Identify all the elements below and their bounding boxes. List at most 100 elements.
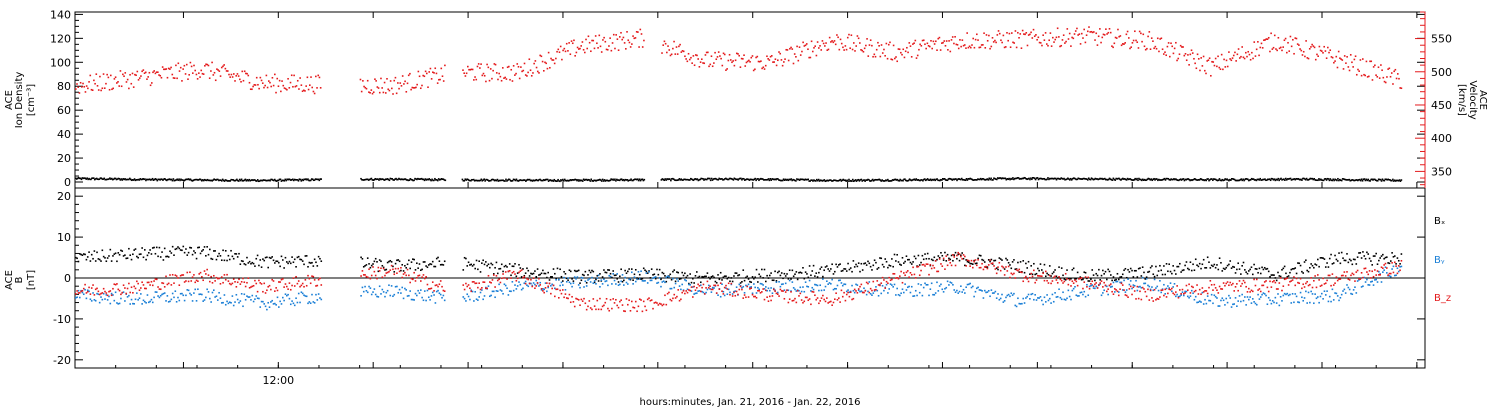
bz-point <box>708 287 710 289</box>
bz-point <box>699 285 701 287</box>
by-point <box>120 298 122 300</box>
velocity-point <box>607 49 609 51</box>
bz-point <box>148 282 150 284</box>
by-point <box>1249 296 1251 298</box>
by-point <box>1346 284 1348 286</box>
bx-point <box>301 259 303 261</box>
density-point <box>1377 180 1379 182</box>
by-point <box>566 281 568 283</box>
by-point <box>591 277 593 279</box>
bx-point <box>1236 269 1238 271</box>
bx-point <box>1207 256 1209 258</box>
by-point <box>518 281 520 283</box>
velocity-point <box>1278 37 1280 39</box>
bx-point <box>1300 265 1302 267</box>
velocity-point <box>911 56 913 58</box>
bx-point <box>886 261 888 263</box>
velocity-point <box>1094 39 1096 41</box>
bz-point <box>631 301 633 303</box>
velocity-point <box>935 40 937 42</box>
bz-point <box>652 308 654 310</box>
bx-point <box>1123 269 1125 271</box>
by-point <box>940 284 942 286</box>
by-point <box>212 292 214 294</box>
bx-point <box>672 271 674 273</box>
velocity-point <box>309 84 311 86</box>
bx-point <box>700 281 702 283</box>
bx-point <box>778 271 780 273</box>
velocity-point <box>724 54 726 56</box>
velocity-point <box>106 74 108 76</box>
velocity-point <box>773 61 775 63</box>
velocity-point <box>1093 31 1095 33</box>
bx-point <box>1122 274 1124 276</box>
bz-point <box>466 286 468 288</box>
bz-point <box>596 300 598 302</box>
velocity-point <box>570 53 572 55</box>
velocity-point <box>919 44 921 46</box>
by-point <box>1228 295 1230 297</box>
by-point <box>237 299 239 301</box>
bx-point <box>760 276 762 278</box>
bz-point <box>370 278 372 280</box>
bx-point <box>263 260 265 262</box>
velocity-point <box>1372 79 1374 81</box>
bx-point <box>516 275 518 277</box>
by-point <box>963 289 965 291</box>
velocity-point <box>1126 34 1128 36</box>
bx-point <box>443 264 445 266</box>
velocity-point <box>1013 42 1015 44</box>
velocity-point <box>945 45 947 47</box>
by-point <box>593 282 595 284</box>
velocity-point <box>133 86 135 88</box>
bx-point <box>861 263 863 265</box>
by-point <box>194 289 196 291</box>
density-point <box>840 179 842 181</box>
velocity-point <box>819 45 821 47</box>
velocity-point <box>1053 41 1055 43</box>
bx-point <box>842 270 844 272</box>
by-point <box>703 292 705 294</box>
by-point <box>360 295 362 297</box>
velocity-point <box>814 45 816 47</box>
velocity-point <box>1350 54 1352 56</box>
velocity-point <box>1079 33 1081 35</box>
velocity-point <box>496 72 498 74</box>
by-point <box>1336 293 1338 295</box>
by-point <box>427 290 429 292</box>
bx-point <box>904 261 906 263</box>
bz-point <box>91 287 93 289</box>
by-point <box>396 286 398 288</box>
velocity-point <box>1245 52 1247 54</box>
velocity-point <box>584 52 586 54</box>
bx-point <box>1237 262 1239 264</box>
bx-point <box>685 277 687 279</box>
velocity-point <box>947 49 949 51</box>
by-point <box>1195 296 1197 298</box>
bx-point <box>1115 279 1117 281</box>
bz-point <box>204 270 206 272</box>
density-point <box>1336 180 1338 182</box>
velocity-point <box>1215 58 1217 60</box>
velocity-point <box>130 83 132 85</box>
velocity-point <box>934 43 936 45</box>
bz-point <box>539 284 541 286</box>
bz-point <box>697 284 699 286</box>
velocity-point <box>901 54 903 56</box>
by-point <box>139 297 141 299</box>
bx-point <box>115 252 117 254</box>
bz-point <box>309 278 311 280</box>
by-point <box>83 293 85 295</box>
bx-point <box>1395 263 1397 265</box>
velocity-point <box>1044 39 1046 41</box>
velocity-point <box>641 33 643 35</box>
velocity-point <box>630 46 632 48</box>
by-point <box>1373 284 1375 286</box>
bz-point <box>707 281 709 283</box>
bx-point <box>1085 272 1087 274</box>
velocity-point <box>495 64 497 66</box>
bx-point <box>1371 264 1373 266</box>
bx-point <box>245 264 247 266</box>
velocity-point <box>1068 38 1070 40</box>
